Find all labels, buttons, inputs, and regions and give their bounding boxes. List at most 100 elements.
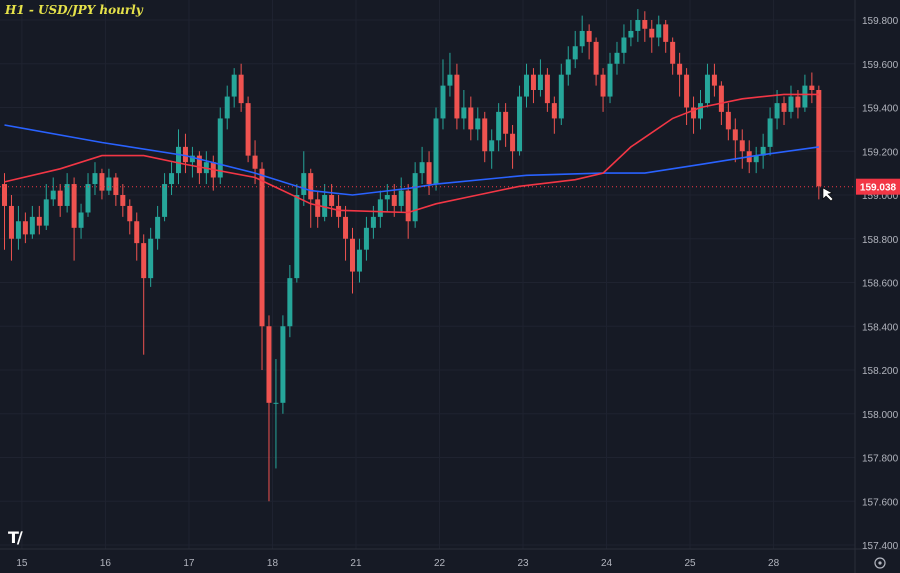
candle-body: [252, 155, 258, 169]
candle-body: [607, 63, 613, 97]
candle-body: [287, 278, 293, 327]
candle-body: [537, 74, 543, 90]
candle-body: [22, 221, 28, 235]
candle-body: [530, 74, 536, 90]
x-tick-label: 25: [684, 558, 696, 569]
candle-body: [384, 195, 390, 200]
candle-body: [363, 227, 369, 250]
candle-body: [795, 96, 801, 108]
candle-body: [238, 74, 244, 104]
candle-body: [635, 20, 641, 31]
candle-body: [503, 111, 509, 134]
candle-body: [517, 96, 523, 152]
candle-body: [565, 59, 571, 75]
candle-body: [15, 221, 21, 239]
candle-body: [2, 184, 7, 206]
candle-body: [684, 74, 690, 108]
candle-body: [266, 326, 272, 403]
y-tick-label: 159.600: [862, 60, 899, 71]
x-tick-label: 21: [350, 558, 362, 569]
y-tick-label: 159.400: [862, 104, 899, 115]
candle-body: [767, 118, 773, 147]
candle-body: [621, 37, 627, 53]
candle-body: [461, 107, 467, 119]
candle-body: [753, 155, 759, 163]
arrow-cursor-icon: [822, 187, 834, 202]
candle-body: [788, 96, 794, 112]
candle-body: [391, 195, 397, 206]
candle-body: [315, 199, 321, 217]
candle-body: [774, 103, 780, 119]
candle-body: [106, 177, 112, 191]
y-tick-label: 158.800: [862, 235, 899, 246]
candle-body: [802, 85, 808, 108]
x-tick-label: 24: [601, 558, 613, 569]
x-tick-label: 15: [16, 558, 28, 569]
candle-body: [781, 103, 787, 112]
candle-body: [725, 111, 731, 130]
candle-body: [544, 74, 550, 104]
candle-body: [732, 129, 738, 141]
candle-body: [698, 103, 703, 119]
candle-body: [704, 74, 710, 104]
candle-body: [412, 173, 418, 222]
candle-body: [510, 133, 516, 152]
candle-body: [71, 184, 77, 228]
candle-body: [294, 195, 300, 279]
candle-body: [524, 74, 529, 97]
candle-body: [8, 205, 14, 239]
candle-body: [670, 41, 676, 64]
candle-body: [711, 74, 717, 86]
candle-body: [433, 118, 439, 185]
candle-body: [322, 195, 328, 217]
candle-body: [649, 28, 655, 38]
candle-body: [36, 216, 42, 226]
candle-body: [224, 96, 230, 119]
y-tick-label: 159.800: [862, 16, 899, 27]
candle-body: [475, 118, 481, 130]
candle-body: [551, 103, 557, 119]
candle-body: [329, 195, 335, 206]
gear-icon-center: [878, 561, 882, 565]
candle-body: [43, 199, 49, 226]
candle-body: [280, 326, 286, 403]
y-tick-label: 158.600: [862, 279, 899, 290]
x-tick-label: 28: [768, 558, 780, 569]
candle-body: [398, 190, 404, 206]
tradingview-logo[interactable]: T∕: [8, 528, 23, 547]
current-price-badge: [856, 178, 900, 195]
candle-body: [301, 173, 307, 195]
y-tick-label: 157.800: [862, 454, 899, 465]
candle-body: [350, 238, 355, 272]
candle-body: [760, 146, 766, 156]
candle-body: [64, 184, 70, 206]
candle-body: [377, 199, 383, 217]
y-tick-label: 158.000: [862, 410, 899, 421]
candle-body: [593, 41, 599, 75]
x-tick-label: 17: [183, 558, 195, 569]
candle-body: [176, 146, 181, 174]
candle-body: [739, 140, 745, 152]
candle-body: [426, 162, 432, 185]
candle-body: [482, 118, 488, 152]
candle-body: [85, 184, 91, 213]
candle-body: [691, 107, 697, 119]
candle-body: [419, 162, 425, 174]
y-tick-label: 157.400: [862, 541, 899, 552]
y-tick-label: 159.000: [862, 191, 899, 202]
candle-body: [57, 190, 63, 206]
candle-body: [656, 24, 662, 38]
candle-body: [29, 216, 35, 235]
candle-body: [50, 190, 56, 200]
candle-body: [308, 173, 314, 200]
candle-body: [134, 221, 140, 244]
candle-body: [231, 74, 237, 97]
y-tick-label: 159.200: [862, 147, 899, 158]
candle-body: [677, 63, 683, 75]
gear-icon[interactable]: [874, 557, 886, 569]
candle-body: [440, 85, 446, 119]
y-tick-label: 158.200: [862, 366, 899, 377]
x-tick-label: 22: [434, 558, 446, 569]
